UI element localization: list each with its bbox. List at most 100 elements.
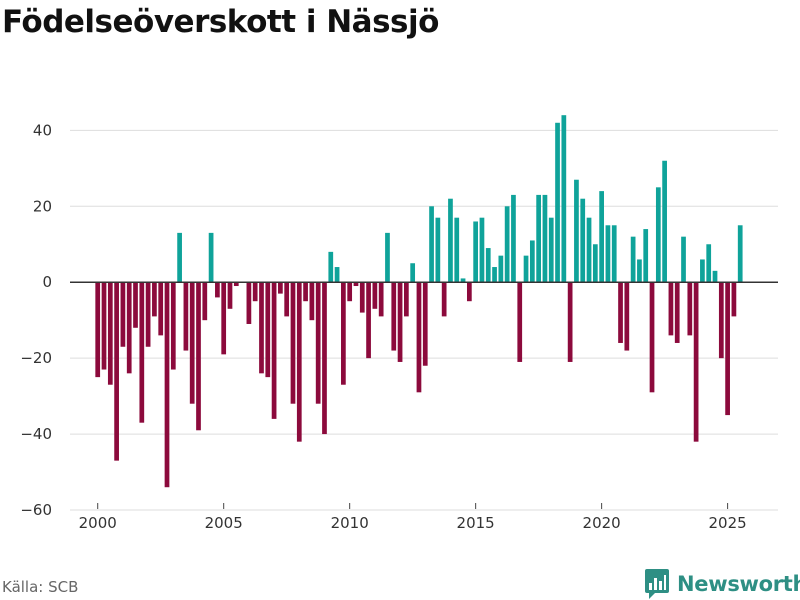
bar [706, 244, 712, 283]
bar [196, 282, 201, 431]
bar [215, 282, 220, 298]
bar [529, 240, 535, 283]
bar [454, 217, 460, 283]
bar [378, 282, 384, 317]
bar [737, 225, 743, 283]
bar [296, 282, 302, 442]
bar [448, 198, 453, 283]
bar [164, 282, 170, 488]
bar [208, 232, 214, 283]
bar [303, 282, 308, 302]
bar [259, 282, 264, 374]
bar [189, 282, 195, 404]
bar [101, 282, 107, 370]
bar [630, 236, 636, 283]
bar [485, 248, 491, 283]
bar [618, 282, 623, 343]
x-tick-label: 2000 [79, 514, 117, 532]
bar [725, 282, 730, 416]
bar [278, 282, 283, 294]
bar [681, 236, 686, 283]
x-axis-ticks: 2000 2005 2010 2015 2020 2025 [79, 503, 747, 532]
brand-name: Newsworthy [677, 572, 800, 596]
bar [265, 282, 271, 378]
bar [353, 282, 359, 287]
bar [246, 282, 252, 324]
bar [404, 282, 409, 317]
bar [391, 282, 397, 351]
bar [511, 194, 516, 283]
x-tick-label: 2005 [205, 514, 243, 532]
bars [95, 115, 743, 488]
bar [492, 267, 497, 283]
bar [592, 244, 598, 283]
bar [359, 282, 365, 313]
bar [410, 263, 416, 283]
bar [114, 282, 119, 461]
bar [385, 232, 390, 283]
bar [700, 259, 705, 283]
bar [233, 282, 239, 287]
y-tick-label: 40 [33, 121, 52, 139]
x-tick-label: 2025 [709, 514, 747, 532]
bar [341, 282, 346, 385]
y-axis-ticks: −60 −40 −20 0 20 40 [20, 121, 52, 519]
bar [158, 282, 164, 336]
x-tick-label: 2010 [331, 514, 369, 532]
bar [668, 282, 674, 336]
x-tick-label: 2015 [457, 514, 495, 532]
bar [139, 282, 145, 423]
brand: Newsworthy [645, 569, 800, 599]
bar [561, 115, 567, 283]
bar [271, 282, 277, 419]
bar [322, 282, 327, 435]
bar [655, 187, 661, 283]
bar [731, 282, 737, 317]
bar [133, 282, 138, 328]
bar [366, 282, 371, 359]
bar [252, 282, 258, 302]
bar [542, 194, 548, 283]
bar [504, 206, 510, 283]
y-tick-label: 20 [33, 197, 52, 215]
y-tick-label: −20 [20, 349, 52, 367]
bar [649, 282, 655, 393]
bar [227, 282, 233, 309]
bar [479, 217, 485, 283]
bar [536, 194, 542, 283]
bar [693, 282, 699, 442]
bar [586, 217, 592, 283]
bar [284, 282, 290, 317]
bar [372, 282, 378, 309]
bar [309, 282, 315, 321]
newsworthy-logo-icon [645, 569, 669, 599]
bar [712, 270, 718, 283]
bar [687, 282, 693, 336]
y-tick-label: −40 [20, 425, 52, 443]
bar [580, 198, 586, 283]
bar [548, 217, 554, 283]
bar [643, 229, 649, 283]
bar [574, 179, 579, 283]
bar [441, 282, 447, 317]
bar [290, 282, 296, 404]
bar [624, 282, 630, 351]
bar [662, 160, 667, 283]
bar [599, 191, 604, 283]
bar [347, 282, 353, 302]
bar [328, 251, 334, 283]
bar [523, 255, 529, 283]
bar [152, 282, 157, 317]
bar [334, 267, 340, 283]
bar [422, 282, 428, 366]
bar [221, 282, 227, 355]
bar [637, 259, 642, 283]
bar [170, 282, 176, 370]
bar [183, 282, 189, 351]
y-tick-label: 0 [42, 273, 52, 291]
bar [567, 282, 573, 362]
bar [177, 232, 182, 283]
bar [120, 282, 126, 347]
bar [315, 282, 321, 404]
